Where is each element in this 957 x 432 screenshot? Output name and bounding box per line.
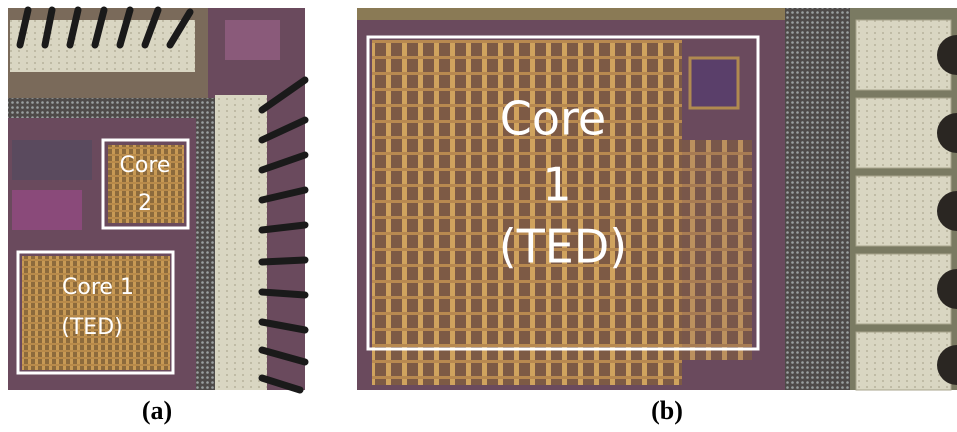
pads [856,20,951,390]
page: Core 2 Core 1 (TED) Core 1 (TED) (a) (b)… [0,0,957,432]
box-label: (TED) [499,220,627,274]
panel-caption: (b) [651,396,683,425]
panel-caption: (a) [142,396,172,425]
box-label: (TED) [61,315,122,340]
figure: Core 2 Core 1 (TED) Core 1 (TED) (a) (b) [0,0,957,432]
box-label: Core [120,153,171,178]
box-label: 1 [542,158,571,212]
panel-b: Core 1 (TED) [357,8,957,390]
box-label: Core 1 [62,275,134,300]
box-label: 2 [138,191,152,216]
panel-a: Core 2 Core 1 (TED) [8,8,305,390]
box-label: Core [500,92,606,146]
